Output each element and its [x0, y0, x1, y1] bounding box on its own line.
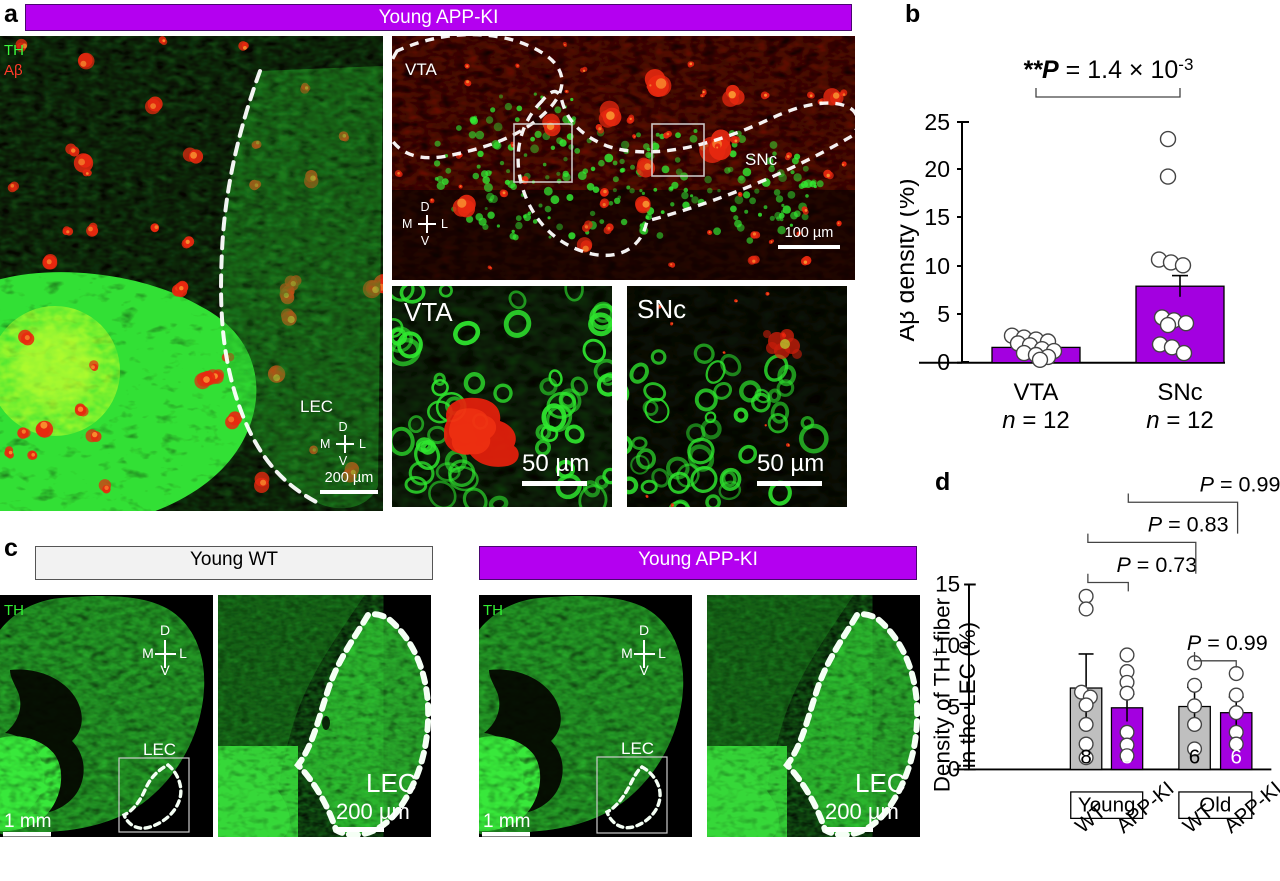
svg-text:LEC: LEC — [366, 768, 417, 798]
svg-text:L: L — [179, 645, 187, 661]
svg-text:20: 20 — [924, 156, 950, 182]
svg-text:LEC: LEC — [143, 740, 176, 759]
svg-text:D: D — [160, 622, 170, 638]
svg-text:M: M — [621, 645, 633, 661]
svg-text:8: 8 — [1080, 746, 1091, 769]
svg-text:LEC: LEC — [621, 739, 654, 758]
svg-text:TH: TH — [483, 602, 503, 619]
svg-text:Aβ density (%): Aβ density (%) — [900, 178, 920, 341]
svg-text:15: 15 — [935, 571, 960, 596]
svg-text:50 µm: 50 µm — [757, 450, 824, 477]
svg-text:15: 15 — [924, 204, 950, 230]
svg-text:P = 0.73: P = 0.73 — [1116, 553, 1197, 577]
svg-text:25: 25 — [924, 109, 950, 135]
svg-text:10: 10 — [924, 253, 950, 279]
svg-text:in the LEC (%): in the LEC (%) — [955, 622, 980, 768]
svg-text:8: 8 — [1121, 746, 1132, 769]
svg-text:5: 5 — [937, 301, 950, 327]
svg-text:P = 0.99: P = 0.99 — [1187, 631, 1268, 655]
svg-text:SNc: SNc — [1157, 379, 1202, 406]
svg-text:P = 0.99: P = 0.99 — [1200, 473, 1280, 497]
svg-text:L: L — [658, 645, 666, 661]
svg-text:TH: TH — [4, 602, 24, 619]
svg-text:n = 12: n = 12 — [1146, 407, 1213, 434]
svg-text:n = 12: n = 12 — [1002, 407, 1069, 434]
svg-text:200 µm: 200 µm — [825, 799, 899, 824]
svg-text:LEC: LEC — [855, 768, 906, 798]
svg-text:VTA: VTA — [404, 297, 453, 327]
svg-text:M: M — [142, 645, 154, 661]
svg-text:6: 6 — [1231, 746, 1242, 769]
svg-text:VTA: VTA — [1014, 379, 1059, 406]
svg-text:P = 0.83: P = 0.83 — [1148, 513, 1229, 537]
svg-text:0: 0 — [937, 349, 950, 375]
svg-text:200 µm: 200 µm — [336, 799, 410, 824]
svg-text:D: D — [639, 622, 649, 638]
svg-text:Density of TH+ fiber: Density of TH+ fiber — [930, 597, 954, 792]
svg-text:**P = 1.4 × 10-3: **P = 1.4 × 10-3 — [1023, 55, 1194, 84]
svg-text:1 mm: 1 mm — [483, 811, 531, 832]
svg-text:6: 6 — [1189, 746, 1200, 769]
svg-text:50 µm: 50 µm — [522, 450, 589, 477]
svg-text:1 mm: 1 mm — [4, 811, 52, 832]
svg-text:SNc: SNc — [637, 294, 686, 324]
